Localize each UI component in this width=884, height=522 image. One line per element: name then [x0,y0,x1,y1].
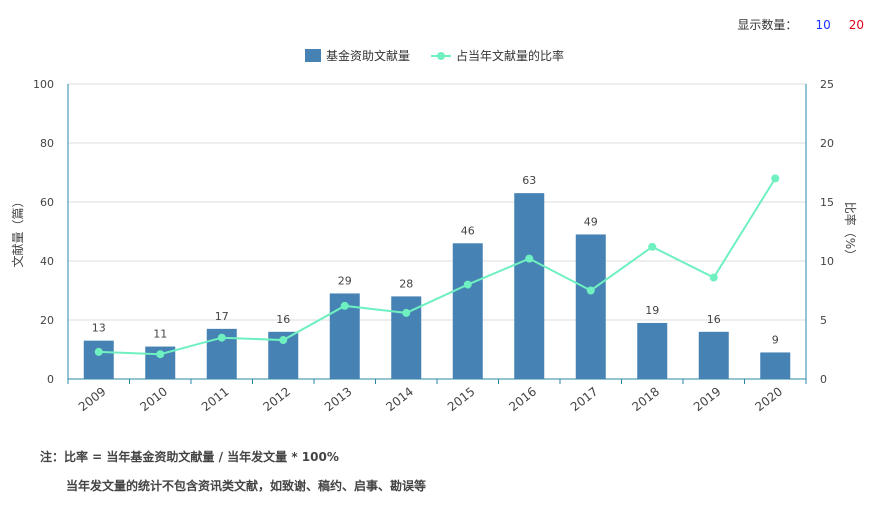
line-point [340,301,349,310]
y-tick-label: 60 [40,196,54,209]
x-tick-label: 2019 [691,384,724,414]
x-tick-label: 2016 [506,384,539,414]
line-point [771,174,780,183]
x-tick-label: 2013 [322,384,355,414]
legend-swatch-point [437,52,445,60]
bar-data-label: 19 [645,304,659,317]
y-tick-label: 0 [47,373,54,386]
bar-data-label: 46 [461,224,475,237]
y2-tick-label: 20 [820,137,834,150]
x-tick-label: 2010 [137,384,170,414]
bar [760,352,791,379]
line-point [709,273,718,282]
notes: 注：比率 = 当年基金资助文献量 / 当年发文量 * 100% 当年发文量的统计… [40,448,426,494]
legend-label-line: 占当年文献量的比率 [456,48,564,63]
bar-data-label: 16 [276,313,290,326]
y2-tick-label: 10 [820,255,834,268]
line-point [94,347,103,356]
y2-tick-label: 0 [820,373,827,386]
x-tick-label: 2020 [752,384,785,414]
note-line-1: 注：比率 = 当年基金资助文献量 / 当年发文量 * 100% [40,450,339,464]
y2-tick-label: 15 [820,196,834,209]
bar-data-label: 11 [153,328,167,341]
line-point [463,280,472,289]
x-tick-label: 2011 [199,384,232,414]
legend-label-bar: 基金资助文献量 [326,48,410,63]
x-tick-label: 2012 [260,384,293,414]
bar [698,331,729,379]
bar-data-label: 13 [92,322,106,335]
display-count-option-10[interactable]: 10 [815,17,831,32]
x-tick-label: 2014 [383,384,416,414]
y-tick-label: 100 [33,78,54,91]
bar-data-label: 49 [584,215,598,228]
bar [637,322,668,379]
y-tick-label: 20 [40,314,54,327]
bar [575,234,606,379]
x-tick-label: 2015 [445,384,478,414]
y2-tick-label: 25 [820,78,834,91]
y2-tick-label: 5 [820,314,827,327]
y-tick-label: 80 [40,137,54,150]
chart: 0 20 40 60 80 100 0 5 10 15 20 25 文献量（篇） 比率（%） 13 11 17 1… [10,48,858,414]
x-tick-label: 2009 [76,384,109,414]
legend-swatch-bar [305,49,321,62]
line-point [525,254,534,263]
bar-data-label: 16 [707,313,721,326]
display-count-option-20[interactable]: 20 [848,17,864,32]
bar [514,193,545,379]
x-tick-label: 2018 [629,384,662,414]
line-point [156,350,165,359]
y2-axis-title: 比率（%） [843,202,858,261]
line-point [279,336,288,345]
bar [83,340,114,379]
y-axis-title: 文献量（篇） [10,195,25,267]
series-line [98,177,777,356]
display-count-label: 显示数量： [737,18,798,32]
line-point [217,333,226,342]
x-tick-label: 2017 [568,384,601,414]
line-point [648,242,657,251]
bar-data-label: 9 [772,333,779,346]
bar [452,243,483,379]
bar-data-label: 29 [338,274,352,287]
bar-data-label: 28 [399,277,413,290]
note-line-2: 当年发文量的统计不包含资讯类文献，如致谢、稿约、启事、勘误等 [66,479,427,493]
y-tick-label: 40 [40,255,54,268]
line-point [402,308,411,317]
line-point [586,286,595,295]
display-count-control: 显示数量： 10 20 [737,16,864,33]
bar-data-label: 17 [215,310,229,323]
bar-data-label: 63 [522,174,536,187]
